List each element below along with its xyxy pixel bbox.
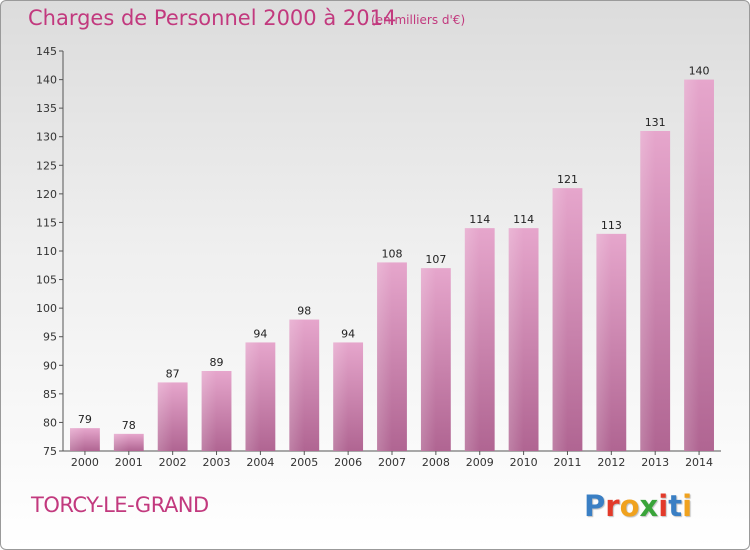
bar-value-label: 131 [645, 116, 666, 129]
logo-letter: t [668, 489, 683, 523]
x-tick-label: 2009 [466, 456, 494, 469]
x-tick-label: 2006 [334, 456, 362, 469]
bar-highlight [552, 188, 568, 451]
bar-value-label: 87 [166, 367, 180, 380]
logo-letter: o [619, 489, 640, 523]
x-tick-label: 2001 [115, 456, 143, 469]
x-tick-label: 2003 [203, 456, 231, 469]
bar-value-label: 140 [689, 65, 710, 78]
bar-highlight [333, 342, 349, 451]
y-tick-label: 135 [36, 102, 57, 115]
axes: 75 80 85 90 95 100 105 110 115 120 125 130 135 140 145… [36, 45, 721, 469]
bar-highlight [113, 433, 129, 451]
bar-highlight [640, 131, 656, 451]
bar-value-label: 114 [469, 213, 490, 226]
x-tick-label: 2010 [510, 456, 538, 469]
chart-subtitle: (en milliers d'€) [371, 13, 466, 27]
bar-highlight [508, 228, 524, 451]
y-tick-label: 130 [36, 131, 57, 144]
y-tick-label: 125 [36, 159, 57, 172]
logo-letter: P [584, 489, 606, 523]
y-tick-label: 105 [36, 274, 57, 287]
chart-title: Charges de Personnel 2000 à 2014 [28, 6, 397, 30]
bar-value-label: 94 [341, 327, 355, 340]
x-tick-label: 2000 [71, 456, 99, 469]
bar-value-label: 107 [425, 253, 446, 266]
bar-value-label: 121 [557, 173, 578, 186]
x-tick-label: 2004 [246, 456, 274, 469]
bar-highlight [684, 79, 700, 452]
x-tick-label: 2005 [290, 456, 318, 469]
y-tick-label: 120 [36, 188, 57, 201]
x-tick-label: 2014 [685, 456, 713, 469]
x-tick-label: 2002 [159, 456, 187, 469]
y-tick-label: 110 [36, 245, 57, 258]
y-tick-label: 80 [43, 416, 57, 429]
bar-highlight [157, 382, 173, 451]
bar-highlight [596, 233, 612, 451]
y-tick-label: 85 [43, 388, 57, 401]
y-tick-label: 90 [43, 359, 57, 372]
y-tick-label: 100 [36, 302, 57, 315]
bar-highlight [377, 262, 392, 451]
y-tick-label: 115 [36, 216, 57, 229]
logo-letter: i [658, 489, 669, 523]
x-tick-label: 2013 [641, 456, 669, 469]
commune-name: TORCY-LE-GRAND [31, 493, 209, 517]
bar-highlight [420, 268, 436, 451]
bar-value-label: 98 [297, 305, 311, 318]
proxiti-logo[interactable]: Proxiti [584, 489, 692, 523]
x-tick-label: 2011 [553, 456, 581, 469]
y-tick-label: 95 [43, 331, 57, 344]
bar-highlight [289, 319, 305, 451]
bar-value-label: 113 [601, 219, 622, 232]
bar-value-label: 89 [210, 356, 224, 369]
logo-letter: i [682, 489, 693, 523]
x-tick-label: 2012 [597, 456, 625, 469]
data-labels: 79 78 87 89 94 98 94 108 107 114 114 121 113 131 140 [78, 65, 710, 432]
bar-value-label: 79 [78, 413, 92, 426]
y-tick-label: 145 [36, 45, 57, 58]
logo-letter: r [605, 489, 620, 523]
bar-highlight [245, 342, 261, 451]
y-tick-label: 140 [36, 74, 57, 87]
bars [70, 79, 714, 452]
bar-highlight [201, 371, 217, 451]
bar-value-label: 78 [122, 419, 136, 432]
y-tick-label: 75 [43, 445, 57, 458]
bar-value-label: 94 [253, 327, 267, 340]
x-tick-label: 2008 [422, 456, 450, 469]
bar-highlight [464, 228, 480, 451]
bar-value-label: 108 [382, 247, 403, 260]
logo-letter: x [639, 489, 659, 523]
bar-value-label: 114 [513, 213, 534, 226]
x-tick-label: 2007 [378, 456, 406, 469]
bar-highlight [70, 428, 85, 451]
